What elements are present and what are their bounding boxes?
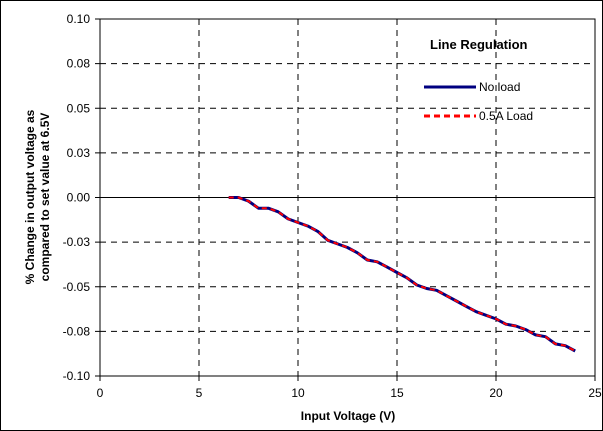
x-tick-label: 10	[291, 386, 305, 400]
y-tick-label: 0.08	[67, 57, 91, 71]
y-axis-title: % Change in output voltage as compared t…	[23, 109, 52, 284]
x-axis-tick-labels: 0 5 10 15 20 25	[97, 376, 602, 400]
x-axis-title: Input Voltage (V)	[301, 409, 395, 423]
x-tick-label: 5	[196, 386, 203, 400]
series-layer	[228, 196, 576, 353]
legend-label-load: 0.5A Load	[479, 109, 533, 123]
y-tick-label: -0.03	[63, 235, 91, 249]
x-tick-label: 15	[390, 386, 404, 400]
y-tick-label: -0.08	[63, 324, 91, 338]
y-axis-title-line-2: compared to set value at 6.5V	[38, 113, 52, 282]
series-line-0-5a-load	[228, 196, 576, 352]
y-tick-label: 0.10	[67, 12, 91, 26]
legend-label-no-load: No load	[479, 80, 520, 94]
legend: Line Regulation No load 0.5A Load	[424, 37, 533, 123]
x-tick-label: 20	[489, 386, 503, 400]
y-tick-label: -0.10	[63, 369, 91, 383]
y-tick-label: 0.05	[67, 101, 91, 115]
x-tick-label: 25	[588, 386, 602, 400]
y-tick-label: 0.03	[67, 146, 91, 160]
x-tick-label: 0	[97, 386, 104, 400]
y-axis-title-line-1: % Change in output voltage as	[23, 109, 37, 284]
y-tick-label: 0.00	[67, 191, 91, 205]
y-axis-tick-labels: 0.10 0.08 0.05 0.03 0.00 -0.03 -0.05 -0.08 -0.10	[63, 12, 100, 383]
y-tick-label: -0.05	[63, 280, 91, 294]
legend-title: Line Regulation	[430, 37, 528, 52]
